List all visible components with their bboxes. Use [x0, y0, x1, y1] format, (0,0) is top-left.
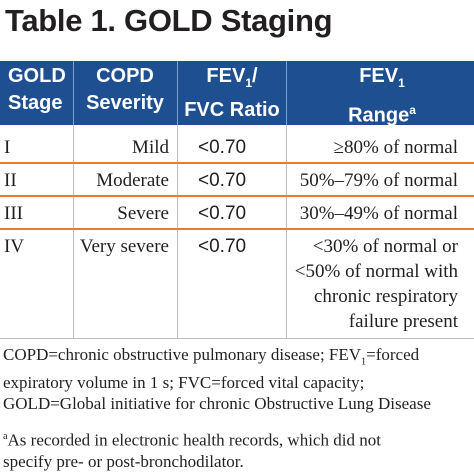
range-cell: <50% of normal with — [294, 261, 458, 282]
severity-cell: Very severe — [79, 236, 169, 257]
stage-cell: III — [4, 203, 23, 224]
range-footnote: aAs recorded in electronic health record… — [3, 430, 381, 471]
header-divider — [286, 61, 287, 125]
range-cell: chronic respiratory — [313, 286, 458, 307]
stage-cell: I — [4, 137, 11, 158]
header-gold-stage: GOLD Stage — [8, 65, 66, 114]
header-fev1-fvc-ratio: FEV1/ FVC Ratio — [184, 65, 280, 121]
severity-cell: Severe — [117, 203, 169, 224]
column-divider — [177, 125, 178, 339]
header-divider — [177, 61, 178, 125]
ratio-cell: <0.70 — [198, 236, 247, 257]
column-divider — [73, 125, 74, 339]
severity-cell: Mild — [132, 137, 169, 158]
severity-cell: Moderate — [96, 170, 169, 191]
ratio-cell: <0.70 — [198, 203, 247, 224]
row-separator — [0, 195, 474, 197]
range-cell: ≥80% of normal — [333, 137, 458, 158]
stage-cell: II — [4, 170, 17, 191]
abbreviations-footnote: COPD=chronic obstructive pulmonary disea… — [3, 345, 431, 414]
header-fev1-range: FEV1 Rangea — [348, 65, 416, 127]
range-cell: 30%–49% of normal — [299, 203, 458, 224]
header-divider — [73, 61, 74, 125]
column-divider — [286, 125, 287, 339]
table-title: Table 1. GOLD Staging — [5, 3, 333, 38]
range-cell: 50%–79% of normal — [299, 170, 458, 191]
gold-staging-table: GOLD Stage COPD Severity FEV1/ FVC Ratio… — [0, 52, 474, 339]
stage-cell: IV — [4, 236, 25, 257]
range-cell: failure present — [348, 311, 458, 332]
ratio-cell: <0.70 — [198, 137, 247, 158]
row-separator — [0, 162, 474, 164]
table-bottom-border — [0, 338, 474, 339]
table-header: GOLD Stage COPD Severity FEV1/ FVC Ratio… — [0, 61, 474, 127]
header-copd-severity: COPD Severity — [86, 65, 164, 114]
row-separator — [0, 228, 474, 230]
range-cell: <30% of normal or — [312, 236, 458, 257]
ratio-cell: <0.70 — [198, 170, 247, 191]
